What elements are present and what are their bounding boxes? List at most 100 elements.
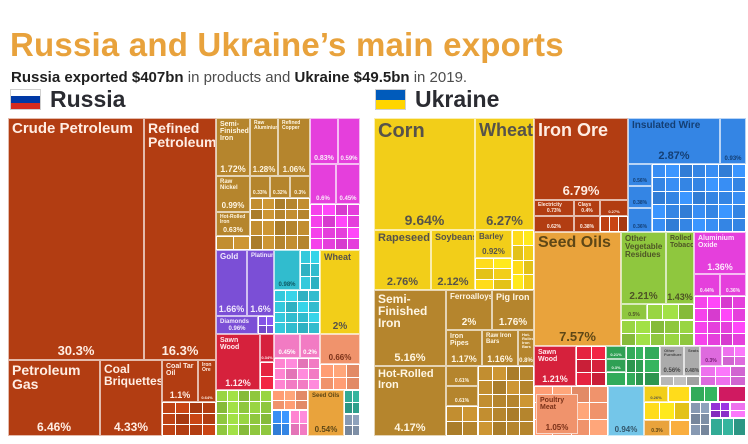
treemap-micro-cell[interactable]	[635, 360, 643, 372]
treemap-micro-cell[interactable]	[731, 376, 745, 385]
treemap-cell-0.38[interactable]: 0.38%	[574, 216, 600, 232]
treemap-micro-cell[interactable]	[347, 216, 359, 227]
treemap-micro-cell[interactable]	[352, 415, 359, 425]
treemap-micro-cell[interactable]	[189, 403, 202, 413]
treemap-micro-cell[interactable]	[462, 421, 477, 435]
treemap-micro-cell[interactable]	[274, 221, 286, 235]
treemap-micro-cell[interactable]	[347, 227, 359, 238]
treemap-micro-cell[interactable]	[665, 333, 679, 345]
treemap-micro-cell[interactable]	[273, 423, 281, 435]
treemap-micro-cells[interactable]	[694, 296, 746, 346]
treemap-cell-0.36[interactable]: 0.36%	[720, 274, 746, 296]
treemap-micro-cell[interactable]	[297, 291, 308, 301]
treemap-micro-cell[interactable]	[506, 380, 520, 394]
treemap-micro-cells[interactable]	[310, 204, 360, 250]
treemap-micro-cell[interactable]	[286, 209, 298, 219]
treemap-micro-cell[interactable]	[719, 218, 732, 231]
treemap-micro-cell[interactable]	[645, 360, 659, 372]
treemap-micro-cell[interactable]	[732, 218, 745, 231]
treemap-micro-cell[interactable]	[513, 260, 523, 275]
treemap-micro-cell[interactable]	[520, 367, 533, 380]
treemap-micro-cell[interactable]	[506, 367, 520, 380]
treemap-micro-cell[interactable]	[666, 205, 679, 218]
treemap-micro-cell[interactable]	[635, 347, 643, 359]
treemap-micro-cell[interactable]	[720, 297, 733, 309]
treemap-micro-cell[interactable]	[707, 309, 720, 321]
treemap-micro-cell[interactable]	[163, 425, 176, 435]
treemap-micro-cell[interactable]	[732, 178, 745, 191]
treemap-cell-rolled-tobacco[interactable]: Rolled Tobacco 1.43%	[666, 232, 694, 304]
treemap-cell-iron-pipes[interactable]: Iron Pipes 1.17%	[446, 330, 482, 366]
treemap-cell-0.36[interactable]: 0.36%	[628, 208, 652, 232]
treemap-micro-cell[interactable]	[275, 291, 286, 301]
treemap-micro-cell[interactable]	[286, 369, 297, 379]
treemap-micro-cell[interactable]	[274, 209, 286, 219]
treemap-cell-0.6[interactable]: 0.6%	[310, 164, 336, 204]
treemap-micro-cell[interactable]	[691, 414, 700, 424]
treemap-micro-cell[interactable]	[734, 419, 745, 435]
treemap-micro-cell[interactable]	[262, 221, 274, 235]
treemap-cell-0.62[interactable]: 0.62%	[534, 216, 574, 232]
treemap-micro-cell[interactable]	[310, 251, 319, 263]
treemap-micro-cell[interactable]	[679, 218, 692, 231]
treemap-micro-cells[interactable]	[300, 250, 320, 290]
treemap-micro-cell[interactable]	[732, 205, 745, 218]
treemap-micro-cell[interactable]	[523, 231, 533, 245]
treemap-micro-cell[interactable]	[259, 325, 266, 333]
treemap-micro-cell[interactable]	[308, 379, 319, 389]
treemap-cell-0.44[interactable]: 0.44%	[694, 274, 720, 296]
treemap-micro-cells[interactable]	[290, 410, 308, 436]
treemap-micro-cell[interactable]	[297, 379, 308, 389]
treemap-micro-cell[interactable]	[674, 377, 686, 385]
treemap-cell-0.33[interactable]: 0.33%	[250, 176, 270, 198]
treemap-micro-cell[interactable]	[666, 165, 679, 178]
treemap-micro-cell[interactable]	[286, 291, 297, 301]
treemap-micro-cell[interactable]	[476, 279, 493, 289]
treemap-micro-cells[interactable]	[320, 364, 360, 390]
treemap-micro-cells[interactable]	[344, 414, 360, 436]
treemap-micro-cell[interactable]	[345, 425, 352, 435]
treemap-micro-cell[interactable]	[719, 205, 732, 218]
treemap-micro-cell[interactable]	[261, 402, 271, 413]
treemap-micro-cell[interactable]	[311, 227, 323, 238]
treemap-micro-cell[interactable]	[666, 218, 679, 231]
treemap-micro-cell[interactable]	[687, 377, 699, 385]
treemap-micro-cell[interactable]	[492, 422, 506, 435]
treemap-micro-cell[interactable]	[479, 380, 492, 394]
treemap-micro-cells[interactable]	[730, 402, 746, 418]
treemap-cell-0.66[interactable]: 0.66%	[320, 334, 360, 364]
treemap-cell-platinum[interactable]: Platinum 1.6%	[247, 250, 274, 316]
treemap-micro-cells[interactable]	[710, 402, 730, 418]
treemap-micro-cell[interactable]	[707, 321, 720, 333]
treemap-micro-cell[interactable]	[296, 391, 307, 400]
treemap-micro-cell[interactable]	[666, 191, 679, 205]
treemap-micro-cell[interactable]	[250, 424, 260, 435]
treemap-micro-cells[interactable]	[644, 402, 690, 420]
treemap-micro-cell[interactable]	[275, 301, 286, 312]
treemap-micro-cell[interactable]	[297, 369, 308, 379]
treemap-micro-cells[interactable]	[512, 230, 534, 290]
treemap-micro-cell[interactable]	[506, 408, 520, 422]
treemap-cell-seed-oils[interactable]: Seed Oils 7.57%	[534, 232, 621, 346]
treemap-micro-cell[interactable]	[176, 425, 189, 435]
treemap-micro-cells[interactable]	[274, 290, 320, 334]
treemap-micro-cell[interactable]	[732, 165, 745, 178]
treemap-micro-cell[interactable]	[663, 305, 678, 319]
treemap-micro-cells[interactable]	[600, 216, 628, 232]
treemap-cell-0.3[interactable]: 0.3%	[290, 176, 310, 198]
treemap-micro-cell[interactable]	[665, 321, 679, 333]
treemap-micro-cell[interactable]	[706, 218, 719, 231]
treemap-micro-cell[interactable]	[239, 402, 249, 413]
treemap-micro-cell[interactable]	[679, 333, 693, 345]
treemap-micro-cell[interactable]	[506, 394, 520, 408]
treemap-micro-cell[interactable]	[520, 408, 533, 422]
treemap-micro-cell[interactable]	[298, 221, 309, 235]
treemap-micro-cell[interactable]	[723, 347, 734, 356]
treemap-cell-hot-rolled-iron[interactable]: Hot-Rolled Iron 4.17%	[374, 366, 446, 436]
treemap-micro-cell[interactable]	[719, 165, 732, 178]
treemap-micro-cell[interactable]	[636, 321, 650, 333]
treemap-micro-cell[interactable]	[706, 205, 719, 218]
treemap-micro-cell[interactable]	[323, 216, 335, 227]
treemap-micro-cells[interactable]	[478, 366, 534, 436]
treemap-micro-cell[interactable]	[492, 394, 506, 408]
